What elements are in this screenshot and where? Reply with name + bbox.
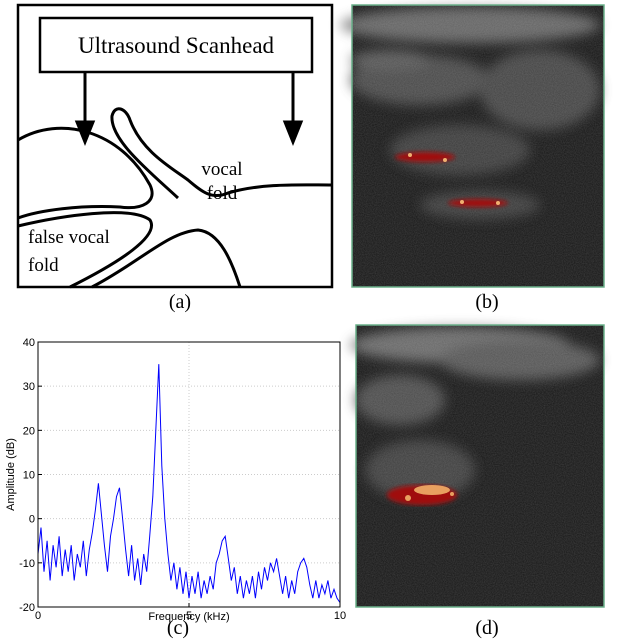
caption: (a) <box>169 291 191 313</box>
ultrasound-image <box>340 4 605 288</box>
y-tick-label: -20 <box>19 602 35 614</box>
vocal-fold-label: fold <box>207 183 238 204</box>
x-tick-label: 10 <box>334 610 346 622</box>
spectrum-line <box>37 364 341 603</box>
caption: (b) <box>475 291 498 313</box>
spectrum-chart: -20 -10 0 10 20 30 40 0 5 10 Frequency (kHz) Amplit… <box>5 337 346 623</box>
ultrasound-image <box>350 324 605 608</box>
x-axis-label: Frequency (kHz) <box>148 611 229 623</box>
y-tick-label: -10 <box>19 558 35 570</box>
y-axis-label: Amplitude (dB) <box>5 438 17 511</box>
false-vocal-fold-label: false vocal <box>28 227 110 248</box>
y-tick-label: 30 <box>23 381 35 393</box>
caption: (c) <box>167 617 189 639</box>
y-tick-label: 10 <box>23 470 35 482</box>
plot-frame <box>37 341 341 608</box>
scanhead-label: Ultrasound Scanhead <box>78 33 275 58</box>
y-tick-label: 20 <box>23 425 35 437</box>
vocal-fold-label: vocal <box>201 159 242 180</box>
x-tick-label: 5 <box>186 610 192 622</box>
diagram <box>16 3 334 289</box>
false-vocal-fold-label: fold <box>28 255 59 276</box>
y-tick-label: 0 <box>29 514 35 526</box>
y-tick-label: 40 <box>23 337 35 349</box>
caption: (d) <box>475 617 498 639</box>
x-tick-label: 0 <box>35 610 41 622</box>
